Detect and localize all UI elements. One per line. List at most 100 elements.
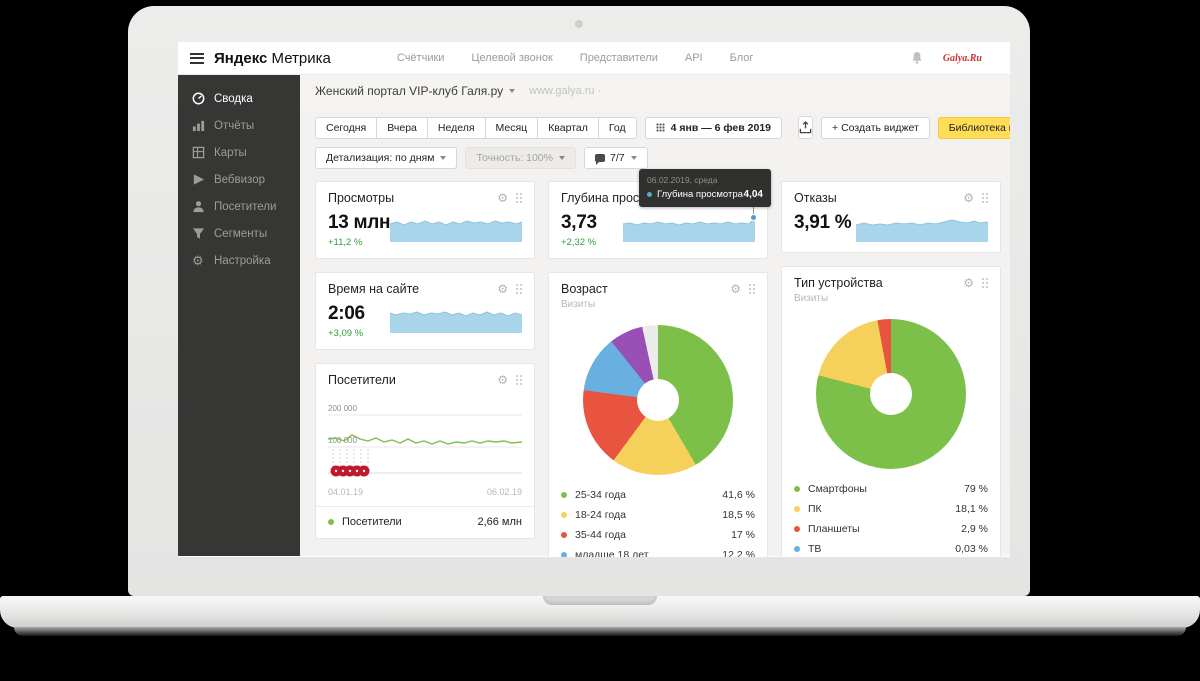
legend-item[interactable]: 25-34 года 41,6 %: [561, 485, 755, 505]
menu-icon[interactable]: [190, 50, 204, 66]
sidebar-item-segments[interactable]: Сегменты: [178, 220, 300, 247]
top-nav: Счётчики Целевой звонок Представители AP…: [397, 52, 754, 64]
range-year-button[interactable]: Год: [597, 116, 637, 139]
widget-settings-icon[interactable]: ⚙: [497, 191, 508, 205]
drag-handle-icon[interactable]: [516, 193, 522, 203]
range-month-button[interactable]: Месяц: [484, 116, 539, 139]
gear-icon: ⚙: [192, 253, 204, 268]
legend-item[interactable]: младше 18 лет 12,2 %: [561, 545, 755, 557]
chart-tooltip: 06.02.2019, среда Глубина просмотра 4,04: [639, 169, 771, 207]
sidebar-item-reports[interactable]: Отчёты: [178, 112, 300, 139]
drag-handle-icon[interactable]: [982, 278, 988, 288]
depth-value: 3,73: [561, 212, 597, 233]
drag-handle-icon[interactable]: [516, 284, 522, 294]
export-button[interactable]: [798, 116, 814, 139]
age-donut-chart[interactable]: [583, 325, 733, 475]
x-label-end: 06.02.19: [486, 487, 522, 497]
legend-label: ПК: [808, 503, 822, 515]
range-today-button[interactable]: Сегодня: [315, 116, 378, 139]
legend-item[interactable]: ПК 18,1 %: [794, 499, 988, 519]
widget-subtitle: Визиты: [794, 293, 829, 304]
widget-library-button[interactable]: Библиотека виджетов: [937, 116, 1010, 139]
sidebar-item-label: Сводка: [214, 92, 253, 105]
views-value: 13 млн: [328, 212, 391, 233]
webcam-dot: [575, 20, 583, 28]
widget-visitors: Посетители ⚙: [315, 363, 535, 539]
range-week-button[interactable]: Неделя: [426, 116, 486, 139]
drag-handle-icon[interactable]: [516, 375, 522, 385]
legend-dot: [794, 546, 800, 552]
devices-donut-chart[interactable]: [816, 319, 966, 469]
date-range-value: 4 янв — 6 фев 2019: [670, 121, 772, 134]
depth-sparkline[interactable]: [622, 200, 757, 242]
tooltip-series-dot: [647, 192, 652, 197]
nav-counters[interactable]: Счётчики: [396, 52, 445, 64]
calendar-range-button[interactable]: 4 янв — 6 фев 2019: [644, 116, 783, 139]
widget-title: Возраст: [561, 282, 608, 296]
legend-label: Планшеты: [808, 523, 860, 535]
widget-title: Посетители: [328, 373, 396, 387]
laptop-base-notch: [543, 596, 657, 605]
visitors-legend-row[interactable]: Посетители 2,66 млн: [328, 507, 522, 528]
widget-settings-icon[interactable]: ⚙: [963, 191, 974, 205]
sidebar-item-label: Настройка: [214, 254, 271, 267]
views-sparkline[interactable]: [390, 212, 523, 242]
nav-target-call[interactable]: Целевой звонок: [471, 52, 553, 64]
widget-settings-icon[interactable]: ⚙: [963, 276, 974, 290]
drag-handle-icon[interactable]: [982, 193, 988, 203]
range-yesterday-button[interactable]: Вчера: [376, 116, 428, 139]
create-widget-button[interactable]: + Создать виджет: [821, 116, 930, 139]
range-quarter-button[interactable]: Квартал: [537, 116, 599, 139]
toolbar: Сегодня Вчера Неделя Месяц Квартал Год 4…: [300, 106, 1010, 169]
time-value: 2:06: [328, 303, 365, 324]
sidebar: Сводка Отчёты Карты: [178, 75, 300, 556]
widget-settings-icon[interactable]: ⚙: [497, 373, 508, 387]
legend-item[interactable]: 35-44 года 17 %: [561, 525, 755, 545]
widget-title: Просмотры: [328, 191, 395, 205]
nav-blog[interactable]: Блог: [729, 52, 754, 64]
legend-dot: [561, 492, 567, 498]
counter-selector[interactable]: Женский портал VIP-клуб Галя.ру: [315, 84, 515, 98]
sidebar-item-label: Посетители: [214, 200, 277, 213]
counter-domain[interactable]: www.galya.ru ·: [529, 84, 602, 97]
bounce-value: 3,91 %: [794, 212, 852, 233]
legend-item[interactable]: Планшеты 2,9 %: [794, 519, 988, 539]
legend-item[interactable]: ТВ 0,03 %: [794, 539, 988, 557]
sidebar-item-maps[interactable]: Карты: [178, 139, 300, 166]
granularity-dropdown[interactable]: Детализация: по дням: [315, 147, 458, 169]
time-delta: +3,09 %: [328, 328, 364, 339]
sidebar-item-summary[interactable]: Сводка: [178, 85, 300, 112]
visitors-line-chart[interactable]: 200 000 100 000: [327, 397, 523, 497]
export-icon: [799, 121, 812, 134]
widget-settings-icon[interactable]: ⚙: [730, 282, 741, 296]
play-icon: [193, 174, 205, 185]
sidebar-item-label: Карты: [214, 146, 247, 159]
bounce-sparkline[interactable]: [855, 212, 989, 242]
legend-item[interactable]: 18-24 года 18,5 %: [561, 505, 755, 525]
comments-dropdown[interactable]: 7/7: [583, 147, 648, 169]
drag-handle-icon[interactable]: [749, 284, 755, 294]
nav-api[interactable]: API: [684, 52, 703, 64]
person-icon: [193, 201, 204, 213]
hover-point-dot: [750, 214, 757, 221]
bell-icon[interactable]: [911, 51, 923, 65]
sidebar-item-visitors[interactable]: Посетители: [178, 193, 300, 220]
partner-site-logo[interactable]: Galya.Ru: [942, 52, 982, 64]
date-range-segmented: Сегодня Вчера Неделя Месяц Квартал Год: [315, 116, 637, 139]
sidebar-item-webvisor[interactable]: Вебвизор: [178, 166, 300, 193]
legend-label: 35-44 года: [575, 529, 626, 541]
sidebar-item-label: Отчёты: [214, 119, 255, 132]
widget-settings-icon[interactable]: ⚙: [497, 282, 508, 296]
accuracy-dropdown[interactable]: Точность: 100%: [465, 147, 576, 169]
legend-label: Посетители: [342, 516, 402, 528]
legend-label: Смартфоны: [808, 483, 867, 495]
yandex-metrica-logo[interactable]: Яндекс Метрика: [214, 50, 331, 67]
sidebar-item-settings[interactable]: ⚙ Настройка: [178, 247, 300, 274]
laptop-lid: Яндекс Метрика Счётчики Целевой звонок П…: [128, 6, 1030, 596]
holiday-markers: [330, 465, 370, 477]
time-sparkline[interactable]: [389, 303, 523, 333]
logo-metrica: Метрика: [271, 49, 331, 67]
nav-representatives[interactable]: Представители: [579, 52, 658, 64]
legend-item[interactable]: Смартфоны 79 %: [794, 479, 988, 499]
main-content: Женский портал VIP-клуб Галя.ру www.galy…: [300, 75, 1010, 557]
